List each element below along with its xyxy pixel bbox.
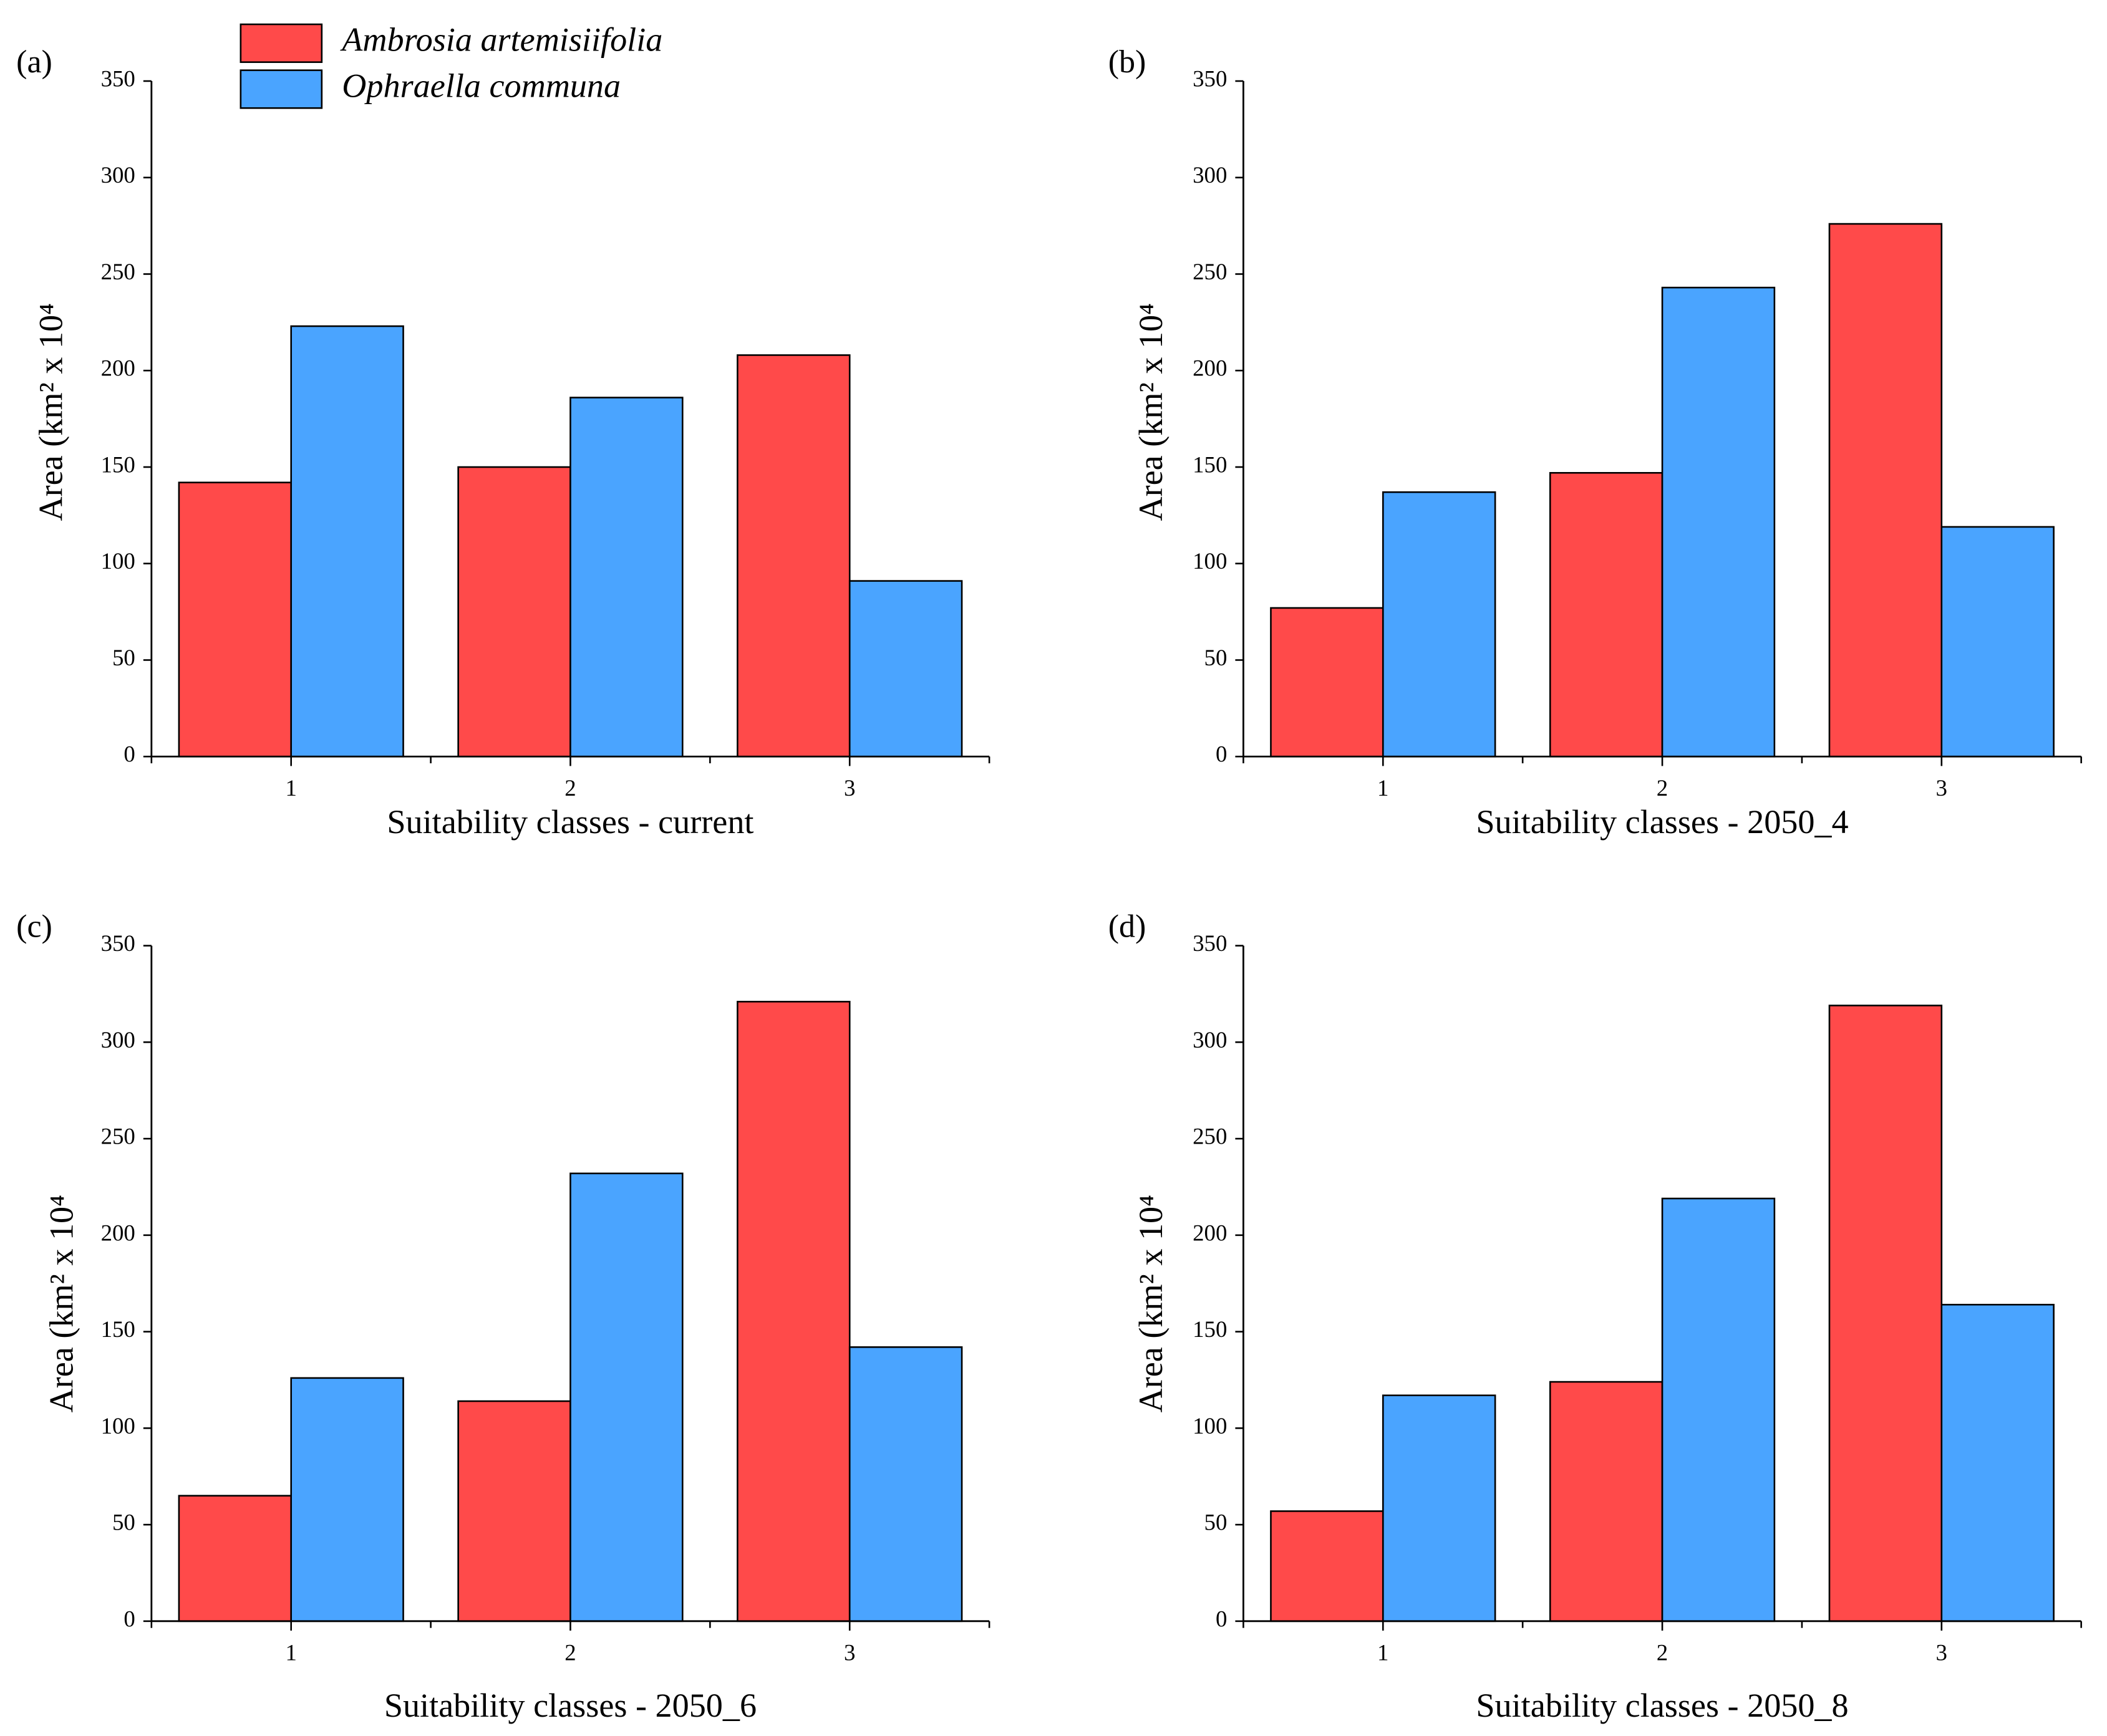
panel: 0 50 100 150 200 250 300 350 1 2 3 Suitability clas… xyxy=(16,909,991,1724)
bar xyxy=(178,1495,293,1623)
x-tick-label: 1 xyxy=(286,1639,297,1665)
x-tick-label: 2 xyxy=(1657,775,1668,801)
y-tick-label: 150 xyxy=(101,1316,135,1342)
bar xyxy=(457,1400,571,1623)
y-tick-label: 300 xyxy=(1193,1027,1227,1053)
x-tick-label: 1 xyxy=(1377,1639,1388,1665)
y-tick-label: 300 xyxy=(101,162,135,188)
bar xyxy=(1940,526,2055,758)
y-tick-label: 100 xyxy=(1193,1413,1227,1439)
x-tick-label: 3 xyxy=(1936,1639,1947,1665)
bar xyxy=(848,580,963,758)
y-axis-title: Area (km² x 10⁴ xyxy=(1132,303,1170,521)
bar xyxy=(290,1377,404,1623)
x-tick-label: 2 xyxy=(1657,1639,1668,1665)
bar xyxy=(290,325,404,758)
x-axis-title: Suitability classes - 2050_4 xyxy=(1476,803,1848,841)
x-tick-label: 3 xyxy=(844,775,855,801)
y-tick-label: 50 xyxy=(112,1510,135,1535)
y-tick-label: 50 xyxy=(1204,1510,1228,1535)
y-tick-label: 150 xyxy=(1193,1316,1227,1342)
panel-label: (b) xyxy=(1108,44,1146,80)
y-tick-label: 350 xyxy=(101,930,135,956)
y-tick-label: 250 xyxy=(101,259,135,284)
x-tick-label: 1 xyxy=(286,775,297,801)
panel-label: (a) xyxy=(16,44,52,80)
bar xyxy=(1940,1303,2055,1623)
y-tick-label: 350 xyxy=(1193,65,1227,91)
y-tick-label: 0 xyxy=(1216,1606,1227,1631)
panel: 0 50 100 150 200 250 300 350 1 2 3 Suitability clas… xyxy=(1108,44,2082,841)
y-tick-label: 50 xyxy=(112,645,135,670)
bar xyxy=(1828,1005,1943,1623)
bar xyxy=(1661,1197,1776,1623)
y-tick-label: 0 xyxy=(1216,741,1227,767)
bar xyxy=(1382,1394,1496,1623)
y-tick-label: 250 xyxy=(1193,1124,1227,1149)
y-tick-label: 150 xyxy=(1193,451,1227,477)
y-tick-label: 350 xyxy=(1193,930,1227,956)
bar xyxy=(1270,607,1384,758)
bar xyxy=(737,354,851,758)
x-axis-title: Suitability classes - 2050_8 xyxy=(1476,1687,1848,1724)
panel: 0 50 100 150 200 250 300 350 1 2 3 Suitability clas… xyxy=(1108,909,2082,1724)
bar xyxy=(178,481,293,758)
legend-label: Ophraella communa xyxy=(342,67,621,104)
y-tick-label: 200 xyxy=(101,1220,135,1245)
bar xyxy=(569,397,684,758)
y-tick-label: 350 xyxy=(101,65,135,91)
y-tick-label: 250 xyxy=(1193,259,1227,284)
y-tick-label: 200 xyxy=(1193,1220,1227,1245)
y-tick-label: 300 xyxy=(101,1027,135,1053)
legend-swatch xyxy=(240,69,323,109)
y-tick-label: 250 xyxy=(101,1124,135,1149)
y-axis-title: Area (km² x 10⁴ xyxy=(43,1195,80,1412)
x-axis-title: Suitability classes - 2050_6 xyxy=(384,1687,757,1724)
y-tick-label: 150 xyxy=(101,451,135,477)
y-axis-title: Area (km² x 10⁴ xyxy=(32,303,69,521)
x-tick-label: 3 xyxy=(1936,775,1947,801)
panel-label: (c) xyxy=(16,909,52,945)
bar xyxy=(1382,491,1496,758)
x-tick-label: 2 xyxy=(564,1639,576,1665)
x-axis-title: Suitability classes - current xyxy=(387,803,753,841)
x-tick-label: 3 xyxy=(844,1639,855,1665)
y-tick-label: 200 xyxy=(1193,355,1227,381)
bar xyxy=(848,1346,963,1623)
y-tick-label: 0 xyxy=(124,1606,135,1631)
x-tick-label: 1 xyxy=(1377,775,1388,801)
bar xyxy=(1270,1510,1384,1623)
bar xyxy=(1828,223,1943,758)
bar xyxy=(1549,471,1664,758)
y-axis-title: Area (km² x 10⁴ xyxy=(1132,1195,1170,1412)
panel: 0 50 100 150 200 250 300 350 1 2 3 Suitability clas… xyxy=(16,21,991,841)
legend-label: Ambrosia artemisiifolia xyxy=(340,21,662,59)
bar xyxy=(737,1001,851,1623)
bar xyxy=(1549,1381,1664,1623)
y-tick-label: 100 xyxy=(101,548,135,574)
bar xyxy=(1661,286,1776,758)
y-tick-label: 50 xyxy=(1204,645,1228,670)
bar xyxy=(457,466,571,758)
y-tick-label: 100 xyxy=(1193,548,1227,574)
x-tick-label: 2 xyxy=(564,775,576,801)
y-tick-label: 100 xyxy=(101,1413,135,1439)
y-tick-label: 0 xyxy=(124,741,135,767)
legend-swatch xyxy=(240,23,323,63)
y-tick-label: 300 xyxy=(1193,162,1227,188)
panel-label: (d) xyxy=(1108,909,1146,945)
y-tick-label: 200 xyxy=(101,355,135,381)
bar xyxy=(569,1172,684,1623)
